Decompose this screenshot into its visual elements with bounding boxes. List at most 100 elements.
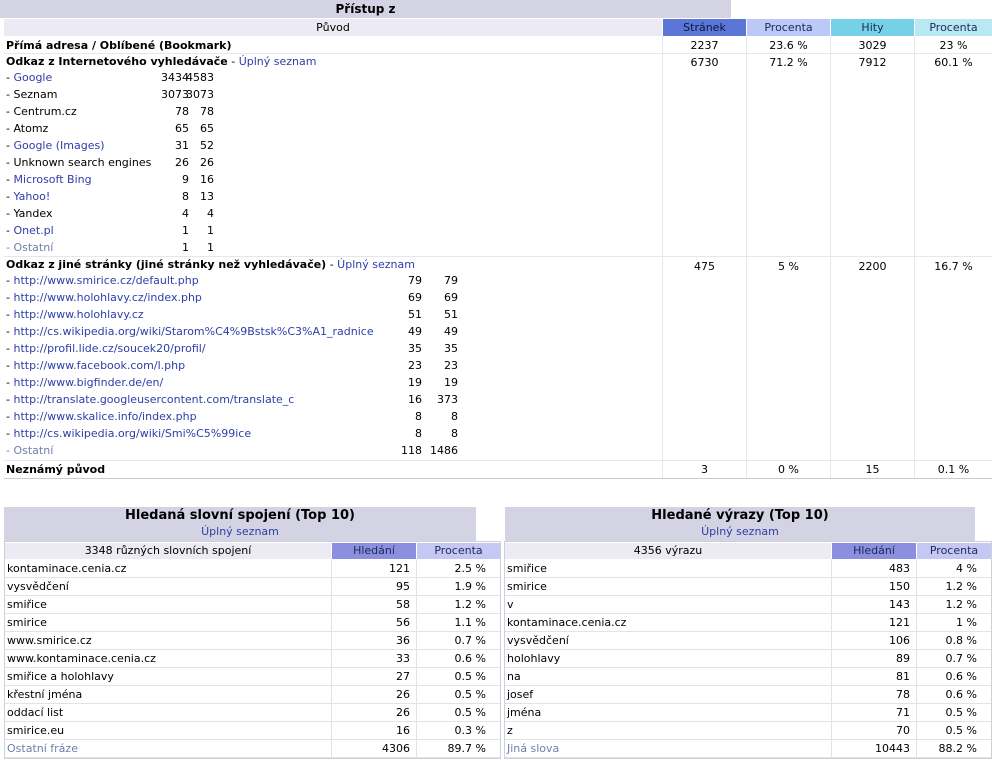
phrase-count: 26 bbox=[396, 706, 410, 719]
sub-item-link[interactable]: - http://www.smirice.cz/default.php bbox=[6, 274, 199, 287]
sub-item-link[interactable]: - http://profil.lide.cz/soucek20/profil/ bbox=[6, 342, 206, 355]
sub-item-label: - Yandex bbox=[6, 207, 53, 220]
phrase-count: 10443 bbox=[875, 742, 910, 755]
sub-item-hits: 1486 bbox=[430, 444, 458, 457]
sub-item-link[interactable]: - http://www.skalice.info/index.php bbox=[6, 410, 197, 423]
phrase-percent: 0.7 % bbox=[945, 652, 977, 665]
sub-item-pages: 26 bbox=[175, 156, 189, 169]
phrase-percent: 0.5 % bbox=[454, 706, 486, 719]
phrase-keyword: holohlavy bbox=[507, 652, 561, 665]
keywords-full-list-link[interactable]: Úplný seznam bbox=[701, 525, 779, 538]
sub-item-hits: 78 bbox=[200, 105, 214, 118]
phrase-keyword: www.smirice.cz bbox=[7, 634, 92, 647]
sub-item-link[interactable]: - Google (Images) bbox=[6, 139, 105, 152]
keywords-table: 4356 výrazu Hledání Procenta smiřice 483 4… bbox=[504, 541, 992, 759]
sub-item-label: - Ostatní bbox=[6, 241, 54, 254]
col-pct1: Procenta bbox=[747, 19, 830, 36]
sub-item-link[interactable]: - http://cs.wikipedia.org/wiki/Starom%C4… bbox=[6, 325, 374, 338]
phrases-summary: 3348 různých slovních spojení bbox=[5, 543, 331, 559]
unknown-pages: 3 bbox=[701, 463, 708, 476]
sub-item-pages: 35 bbox=[408, 342, 422, 355]
other-full-list-link[interactable]: Úplný seznam bbox=[337, 258, 415, 271]
sub-item-link[interactable]: - http://translate.googleusercontent.com… bbox=[6, 393, 295, 406]
phrase-keyword: kontaminace.cenia.cz bbox=[7, 562, 127, 575]
sub-item-pages: 3434 bbox=[161, 71, 189, 84]
phrase-count: 70 bbox=[896, 724, 910, 737]
phrases-title-text: Hledaná slovní spojení (Top 10) bbox=[125, 508, 355, 523]
other-pct1: 5 % bbox=[778, 260, 799, 273]
other-pages: 475 bbox=[694, 260, 715, 273]
sub-item-link[interactable]: - Onet.pl bbox=[6, 224, 54, 237]
search-full-list-link[interactable]: Úplný seznam bbox=[238, 55, 317, 68]
origin-header: Původ bbox=[4, 19, 662, 36]
phrase-count: 36 bbox=[396, 634, 410, 647]
sub-item-pages: 79 bbox=[408, 274, 422, 287]
direct-pages: 2237 bbox=[690, 39, 719, 52]
phrase-keyword: josef bbox=[507, 688, 534, 701]
phrase-percent: 4 % bbox=[956, 562, 977, 575]
sub-item-link[interactable]: - http://www.holohlavy.cz bbox=[6, 308, 144, 321]
sub-item-hits: 65 bbox=[200, 122, 214, 135]
unknown-hits: 15 bbox=[865, 463, 880, 476]
sub-item-link[interactable]: - http://cs.wikipedia.org/wiki/Smi%C5%99… bbox=[6, 427, 252, 440]
sub-item-pages: 1 bbox=[182, 241, 189, 254]
sub-item-pages: 1 bbox=[182, 224, 189, 237]
phrase-keyword: vysvědčení bbox=[7, 580, 69, 593]
sub-item-pages: 78 bbox=[175, 105, 189, 118]
sub-item-pages: 8 bbox=[415, 410, 422, 423]
direct-label: Přímá adresa / Oblíbené (Bookmark) bbox=[6, 39, 232, 52]
phrase-keyword: smiřice bbox=[7, 598, 47, 611]
phrase-keyword: vysvědčení bbox=[507, 634, 569, 647]
sub-item-label: - Centrum.cz bbox=[6, 105, 77, 118]
phrase-percent: 89.7 % bbox=[447, 742, 486, 755]
phrase-count: 58 bbox=[396, 598, 410, 611]
sub-item-hits: 1 bbox=[207, 224, 214, 237]
phrase-keyword: smirice.eu bbox=[7, 724, 65, 737]
sub-item-link[interactable]: - http://www.holohlavy.cz/index.php bbox=[6, 291, 202, 304]
phrase-count: 33 bbox=[396, 652, 410, 665]
sub-item-hits: 26 bbox=[200, 156, 214, 169]
phrase-keyword: kontaminace.cenia.cz bbox=[507, 616, 627, 629]
sub-item-link[interactable]: - Yahoo! bbox=[6, 190, 51, 203]
other-label: Odkaz z jiné stránky (jiné stránky než v… bbox=[6, 258, 327, 271]
sub-item-link[interactable]: - http://www.facebook.com/l.php bbox=[6, 359, 186, 372]
unknown-pct1: 0 % bbox=[778, 463, 799, 476]
phrase-percent: 0.6 % bbox=[945, 688, 977, 701]
sub-item-hits: 4 bbox=[207, 207, 214, 220]
sub-item-hits: 49 bbox=[444, 325, 458, 338]
sub-item-pages: 9 bbox=[182, 173, 189, 186]
sub-item-hits: 16 bbox=[200, 173, 214, 186]
phrase-count: 27 bbox=[396, 670, 410, 683]
sub-item-link[interactable]: - http://www.bigfinder.de/en/ bbox=[6, 376, 164, 389]
phrase-count: 89 bbox=[896, 652, 910, 665]
phrase-percent: 0.5 % bbox=[945, 724, 977, 737]
sub-item-hits: 4583 bbox=[186, 71, 214, 84]
phrase-keyword: v bbox=[507, 598, 514, 611]
sub-item-link[interactable]: - Microsoft Bing bbox=[6, 173, 92, 186]
sub-item-label: - Unknown search engines bbox=[6, 156, 152, 169]
keywords-summary: 4356 výrazu bbox=[505, 543, 831, 559]
col-pages: Stránek bbox=[663, 19, 746, 36]
phrase-percent: 1 % bbox=[956, 616, 977, 629]
unknown-pct2: 0.1 % bbox=[937, 463, 970, 476]
search-pages: 6730 bbox=[690, 56, 719, 69]
other-phrase-label: Ostatní fráze bbox=[7, 742, 78, 755]
phrase-count: 16 bbox=[396, 724, 410, 737]
sub-item-hits: 3073 bbox=[186, 88, 214, 101]
keywords-title: Hledané výrazy (Top 10) Úplný seznam bbox=[505, 507, 975, 541]
search-heading: Odkaz z Internetového vyhledávače - Úpln… bbox=[6, 55, 317, 68]
other-pct2: 16.7 % bbox=[934, 260, 973, 273]
phrase-count: 143 bbox=[889, 598, 910, 611]
sub-item-pages: 3073 bbox=[161, 88, 189, 101]
sub-item-pages: 16 bbox=[408, 393, 422, 406]
keywords-col-search: Hledání bbox=[832, 543, 916, 559]
sub-item-hits: 51 bbox=[444, 308, 458, 321]
phrase-keyword: smiřice bbox=[507, 562, 547, 575]
phrase-percent: 0.8 % bbox=[945, 634, 977, 647]
sub-item-hits: 8 bbox=[451, 427, 458, 440]
sub-item-pages: 49 bbox=[408, 325, 422, 338]
sub-item-link[interactable]: - Google bbox=[6, 71, 53, 84]
phrases-full-list-link[interactable]: Úplný seznam bbox=[201, 525, 279, 538]
search-pct2: 60.1 % bbox=[934, 56, 973, 69]
sub-item-pages: 8 bbox=[182, 190, 189, 203]
